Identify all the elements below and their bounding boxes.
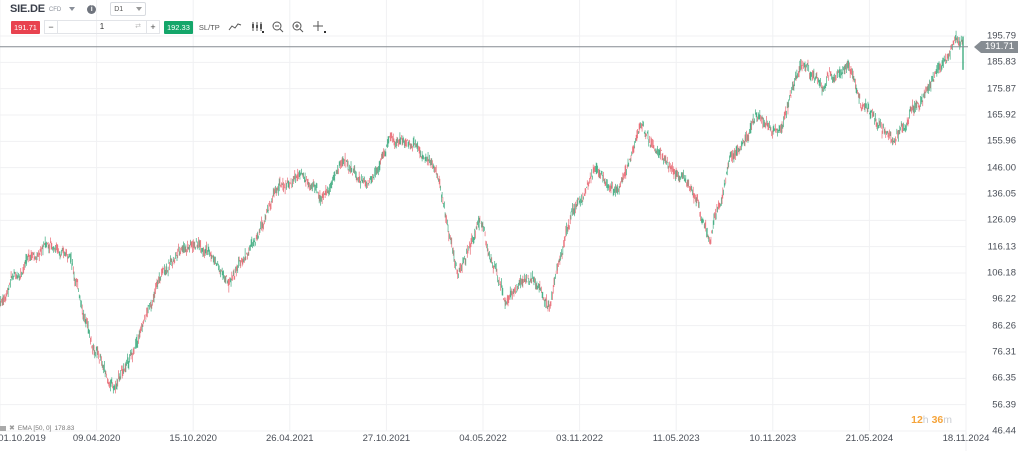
y-tick-label: 106.18 [986,267,1016,279]
y-tick-label: 155.96 [986,135,1016,147]
buy-button[interactable]: 192.33 [163,20,193,34]
symbol-bar: SIE.DE CFD i D1 [0,0,400,18]
candle-countdown: 12h 36m [911,414,952,426]
indicator-value: 178.83 [54,424,75,432]
trade-bar: 191.71 − 1 ⇄ + 192.33 SL/TP [0,20,326,34]
current-price-tag: 191.71 [973,40,1018,53]
y-tick-label: 146.00 [986,162,1016,174]
info-icon[interactable]: i [87,4,97,14]
line-chart-icon[interactable] [228,22,242,32]
x-tick-label: 11.05.2023 [652,433,700,444]
crosshair-icon[interactable] [312,21,326,33]
quantity-stepper[interactable]: − 1 ⇄ + [43,20,160,34]
x-tick-label: 09.04.2020 [72,433,121,444]
chevron-down-icon [136,7,143,11]
y-tick-label: 116.13 [987,241,1016,253]
zoom-in-icon[interactable] [292,21,304,33]
indicator-settings-icon[interactable] [0,425,6,431]
timeframe-value: D1 [114,5,124,13]
x-tick-label: 03.11.2022 [556,433,604,444]
x-tick-label: 15.10.2020 [169,433,217,444]
indicator-label: EMA [50, 0] [17,424,52,432]
x-tick-label: 26.04.2021 [266,433,314,444]
x-tick-label: 10.11.2023 [749,433,797,444]
swap-icon[interactable]: ⇄ [135,23,141,30]
instrument-type: CFD [48,7,62,13]
sell-button[interactable]: 191.71 [11,20,40,34]
y-tick-label: 96.22 [992,293,1016,305]
timeframe-select[interactable]: D1 [110,2,147,16]
increase-button[interactable]: + [150,22,156,32]
y-tick-label: 165.92 [986,109,1016,121]
x-tick-label: 18.11.2024 [942,433,990,444]
y-tick-label: 66.35 [992,372,1016,384]
y-tick-label: 56.39 [992,399,1016,411]
symbol-dropdown-icon[interactable] [69,7,76,11]
decrease-button[interactable]: − [48,22,54,32]
y-tick-label: 86.26 [992,320,1016,332]
sltp-button[interactable]: SL/TP [198,22,220,32]
x-tick-label: 21.05.2024 [845,433,894,444]
indicator-legend: ✖ EMA [50, 0] 178.83 [0,424,74,432]
x-tick-label: 27.10.2021 [362,433,411,444]
close-icon[interactable]: ✖ [9,425,15,432]
y-tick-label: 175.87 [986,83,1016,95]
y-tick-label: 76.31 [992,346,1016,358]
symbol-name[interactable]: SIE.DE [10,3,45,15]
x-tick-label: 04.05.2022 [459,433,507,444]
y-tick-label: 195.79 [986,30,1016,42]
zoom-out-icon[interactable] [272,21,284,33]
y-tick-label: 185.83 [986,56,1016,68]
y-tick-label: 136.05 [986,188,1016,200]
x-tick-label: 01.10.2019 [0,433,46,444]
candlestick-icon[interactable] [250,21,264,33]
y-tick-label: 126.09 [986,214,1016,226]
quantity-input[interactable]: 1 ⇄ [56,21,147,33]
y-tick-label: 46.44 [992,425,1016,437]
